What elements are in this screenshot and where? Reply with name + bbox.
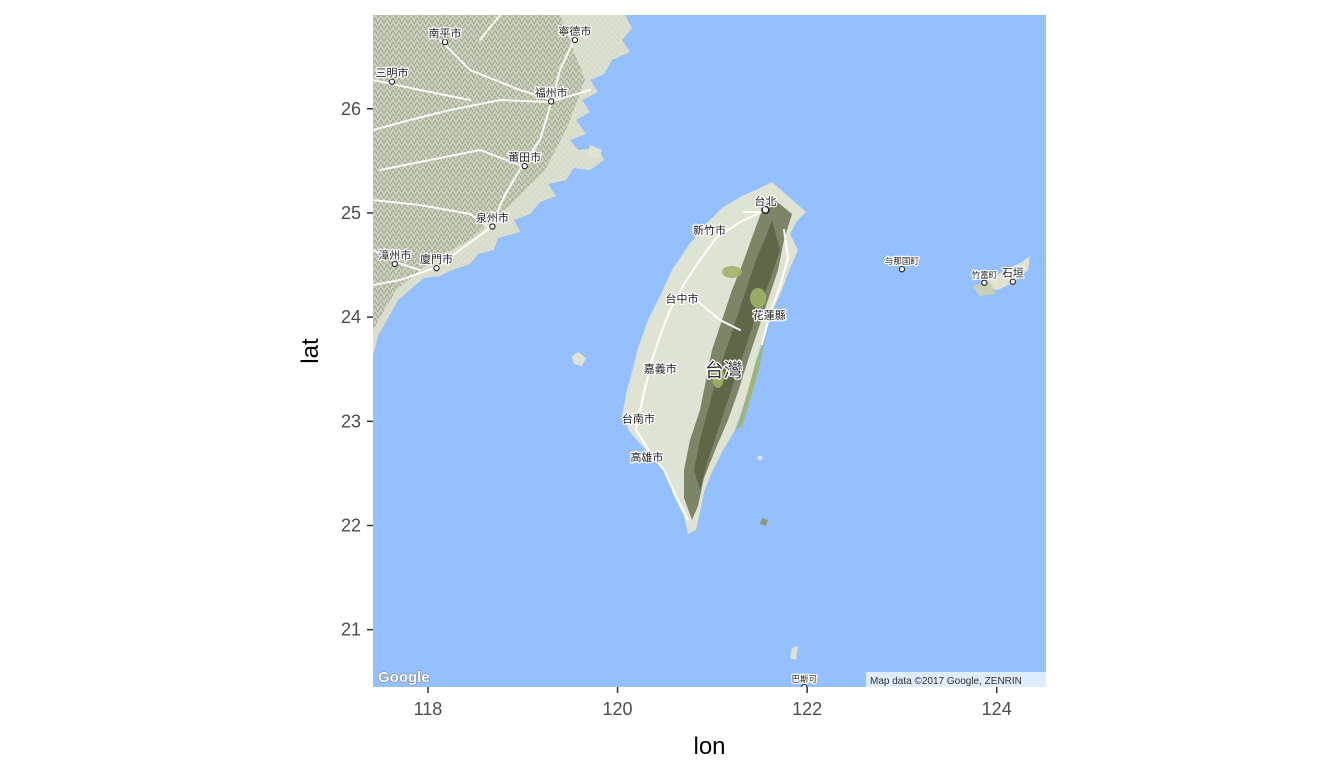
place-label: 福州市	[535, 85, 568, 99]
google-logo: Google	[378, 669, 430, 687]
place-dot	[388, 78, 396, 85]
place-label: 石垣	[1002, 267, 1024, 280]
yonaguni-island	[896, 260, 916, 266]
place-label: 台南市	[622, 411, 655, 425]
x-tick-label: 124	[982, 699, 1012, 719]
place-dot	[441, 38, 449, 46]
place-dot	[981, 279, 988, 286]
y-tick-label: 23	[341, 411, 361, 431]
place-label: 台北	[754, 194, 776, 208]
map-attribution: Map data ©2017 Google, ZENRIN	[870, 676, 1022, 687]
x-tick-label: 120	[603, 699, 633, 719]
iriomote-island	[972, 282, 996, 296]
attribution-background	[866, 672, 1046, 687]
place-label: 嘉義市	[644, 361, 677, 375]
place-label: 寧德市	[558, 24, 591, 38]
x-tick-label: 118	[414, 699, 443, 719]
place-dot	[1009, 278, 1016, 285]
place-label: 新竹市	[693, 223, 726, 237]
orchid-island	[760, 518, 768, 526]
place-dot	[433, 265, 440, 272]
place-label: 台中市	[666, 292, 699, 306]
place-dot	[489, 223, 496, 230]
ishigaki-island	[984, 256, 1030, 290]
place-label: 巴斯可	[792, 674, 818, 685]
place-dot	[521, 162, 528, 170]
mainland-islet	[588, 145, 602, 160]
place-dot	[898, 266, 906, 273]
y-axis: 21 22 23 24 25 26	[341, 99, 373, 640]
place-dot	[548, 98, 555, 105]
y-tick-label: 22	[341, 516, 361, 536]
y-axis-title: lat	[297, 338, 324, 364]
google-logo-text: Google	[378, 669, 430, 686]
x-tick-label: 122	[792, 699, 822, 719]
islands	[572, 145, 1030, 660]
green-island	[757, 455, 763, 461]
place-label: 与那国町	[885, 257, 920, 267]
place-label: 泉州市	[476, 210, 509, 224]
place-label: 廈門市	[420, 252, 453, 266]
place-label: 台灣	[705, 360, 743, 382]
place-label: 竹富町	[972, 270, 998, 281]
taiwan-mountain-shading	[694, 220, 780, 490]
place-label: 三明市	[375, 66, 408, 80]
place-dot	[391, 260, 398, 268]
place-dot	[761, 205, 770, 215]
x-axis-title: lon	[693, 733, 725, 760]
place-label: 漳州市	[378, 248, 411, 262]
place-label: 高雄市	[630, 450, 663, 464]
y-tick-label: 25	[341, 203, 361, 223]
place-label: 花蓮縣	[753, 308, 786, 322]
y-tick-label: 24	[341, 307, 361, 327]
taiwan-roads	[634, 209, 790, 521]
y-tick-label: 21	[341, 620, 361, 640]
place-label: 莆田市	[508, 150, 541, 164]
x-axis: 118 120 122 124	[414, 687, 1012, 719]
y-tick-label: 26	[341, 99, 361, 119]
batanes-island	[790, 646, 798, 660]
place-label: 南平市	[429, 26, 462, 40]
place-dot	[801, 683, 808, 687]
taiwan-forest-patches	[712, 266, 770, 430]
penghu-island	[572, 352, 586, 366]
place-dot	[571, 36, 579, 44]
